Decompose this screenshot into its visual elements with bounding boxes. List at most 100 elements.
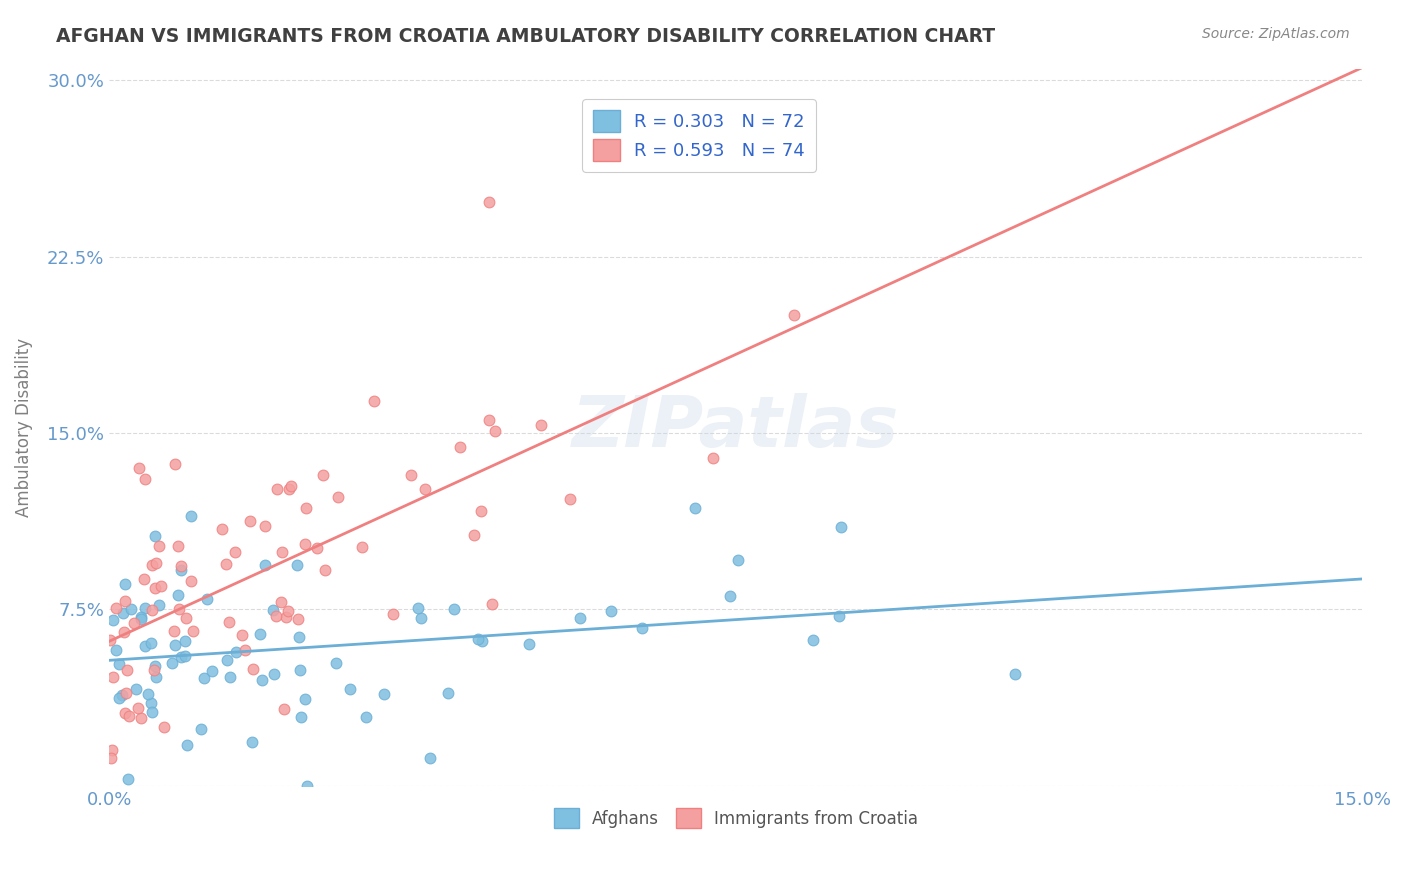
- Point: [568, 611, 591, 625]
- Point: [718, 590, 741, 604]
- Point: [683, 500, 706, 515]
- Point: [167, 588, 190, 602]
- Point: [125, 681, 148, 696]
- Point: [307, 541, 329, 555]
- Point: [224, 544, 246, 558]
- Point: [141, 603, 163, 617]
- Point: [271, 544, 294, 558]
- Point: [114, 594, 136, 608]
- Point: [287, 612, 309, 626]
- Point: [413, 482, 436, 496]
- Point: [325, 656, 347, 670]
- Point: [141, 558, 163, 572]
- Point: [339, 682, 361, 697]
- Point: [215, 557, 238, 571]
- Point: [233, 643, 256, 657]
- Point: [160, 656, 183, 670]
- Point: [830, 519, 852, 533]
- Point: [136, 687, 159, 701]
- Point: [242, 662, 264, 676]
- Point: [100, 751, 122, 765]
- Point: [217, 653, 239, 667]
- Point: [294, 692, 316, 706]
- Point: [134, 472, 156, 486]
- Point: [373, 687, 395, 701]
- Point: [263, 667, 285, 681]
- Point: [240, 735, 263, 749]
- Point: [145, 581, 167, 595]
- Point: [273, 701, 295, 715]
- Point: [201, 664, 224, 678]
- Point: [249, 627, 271, 641]
- Point: [285, 558, 308, 573]
- Point: [98, 632, 121, 647]
- Point: [105, 601, 128, 615]
- Point: [180, 574, 202, 588]
- Point: [195, 592, 218, 607]
- Point: [467, 632, 489, 647]
- Point: [218, 615, 240, 630]
- Point: [128, 461, 150, 475]
- Point: [115, 663, 138, 677]
- Point: [278, 482, 301, 496]
- Point: [266, 482, 288, 496]
- Point: [145, 670, 167, 684]
- Text: Source: ZipAtlas.com: Source: ZipAtlas.com: [1202, 27, 1350, 41]
- Point: [149, 579, 172, 593]
- Point: [352, 541, 374, 555]
- Point: [167, 539, 190, 553]
- Point: [294, 537, 316, 551]
- Point: [148, 539, 170, 553]
- Point: [560, 492, 582, 507]
- Point: [180, 509, 202, 524]
- Point: [478, 194, 501, 209]
- Point: [419, 751, 441, 765]
- Point: [449, 440, 471, 454]
- Point: [264, 608, 287, 623]
- Point: [111, 689, 134, 703]
- Point: [225, 645, 247, 659]
- Point: [145, 556, 167, 570]
- Point: [288, 663, 311, 677]
- Point: [114, 706, 136, 720]
- Point: [103, 670, 125, 684]
- Point: [129, 612, 152, 626]
- Point: [174, 611, 197, 625]
- Text: ZIPatlas: ZIPatlas: [572, 392, 900, 462]
- Point: [181, 624, 204, 638]
- Point: [599, 603, 621, 617]
- Point: [174, 649, 197, 664]
- Point: [163, 457, 186, 471]
- Point: [801, 632, 824, 647]
- Point: [253, 558, 276, 572]
- Point: [114, 577, 136, 591]
- Point: [193, 671, 215, 685]
- Point: [219, 670, 242, 684]
- Point: [170, 563, 193, 577]
- Point: [702, 450, 724, 465]
- Point: [828, 609, 851, 624]
- Point: [253, 519, 276, 533]
- Point: [252, 673, 274, 687]
- Point: [153, 720, 176, 734]
- Point: [139, 636, 162, 650]
- Point: [190, 722, 212, 736]
- Point: [120, 602, 142, 616]
- Point: [231, 628, 253, 642]
- Point: [295, 779, 318, 793]
- Point: [143, 659, 166, 673]
- Point: [112, 606, 135, 620]
- Point: [274, 609, 297, 624]
- Point: [727, 553, 749, 567]
- Point: [103, 613, 125, 627]
- Point: [1004, 667, 1026, 681]
- Point: [382, 607, 405, 621]
- Point: [262, 603, 284, 617]
- Point: [290, 710, 312, 724]
- Point: [406, 600, 429, 615]
- Point: [165, 638, 187, 652]
- Legend: Afghans, Immigrants from Croatia: Afghans, Immigrants from Croatia: [547, 801, 925, 835]
- Point: [108, 690, 131, 705]
- Point: [270, 594, 292, 608]
- Point: [148, 598, 170, 612]
